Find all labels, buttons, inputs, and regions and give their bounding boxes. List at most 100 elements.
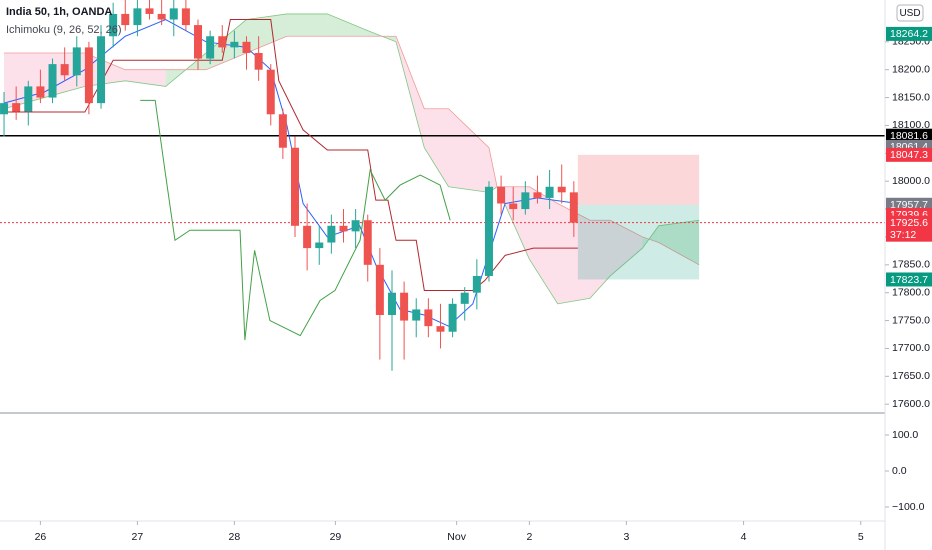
candle-body (327, 225, 336, 243)
candle-body (206, 36, 215, 59)
candle-body (218, 36, 227, 48)
indicator-line (4, 19, 578, 291)
x-tick-label: 26 (35, 531, 47, 543)
price-label: 18081.6 (890, 130, 928, 142)
candle-body (387, 292, 396, 315)
candle-body (436, 326, 445, 332)
candle-body (97, 36, 106, 104)
x-tick-label: 2 (526, 531, 532, 543)
cloud-edge (4, 35, 700, 266)
indicator-line (3, 18, 578, 327)
price-label-box (886, 26, 932, 41)
candle-body (181, 8, 190, 26)
candle-body (569, 192, 578, 223)
candle-body (48, 64, 57, 98)
candle-body (278, 114, 287, 148)
candle-body (291, 147, 299, 226)
candle-body (145, 8, 154, 14)
price-label-box (886, 272, 932, 287)
cloud-segment (590, 220, 611, 299)
currency-box[interactable] (896, 4, 924, 22)
candle-body (242, 41, 251, 53)
candle-body (472, 275, 481, 293)
candle-body (424, 309, 433, 327)
cloud-segment (610, 220, 643, 276)
cloud-segment (246, 13, 287, 53)
candle-body (133, 8, 142, 26)
price-label: 18264.2 (890, 28, 928, 40)
candle-body (412, 309, 421, 321)
candle-body (60, 64, 69, 76)
indicator-label: Ichimoku (9, 26, 52, 26) (6, 24, 122, 36)
x-tick-label: 29 (330, 531, 342, 543)
y-tick-label: 17700.0 (892, 342, 930, 354)
y-tick-label: 17750.0 (892, 314, 930, 326)
price-label-box (886, 128, 932, 143)
y-tick-label: 0.0 (892, 465, 907, 477)
y-tick-label: 18100.0 (892, 119, 930, 131)
candle-body (351, 220, 360, 232)
x-tick-label: 27 (132, 531, 144, 543)
candle-body (484, 186, 493, 276)
x-tick-label: 28 (229, 531, 241, 543)
y-tick-label: 17650.0 (892, 370, 930, 382)
candle-body (157, 13, 166, 20)
y-tick-label: −100.0 (892, 501, 925, 513)
candle-body (169, 8, 178, 20)
candle-body (12, 103, 21, 112)
cloud-segment (529, 186, 558, 304)
price-label: 17823.7 (890, 274, 928, 286)
candle-body (521, 192, 530, 210)
countdown-label: 37:12 (890, 229, 916, 241)
candle-body (84, 47, 93, 104)
price-label-box (886, 147, 932, 162)
candle-body (109, 13, 118, 37)
candle-body (509, 203, 518, 210)
cloud-segment (327, 13, 368, 37)
x-tick-label: 3 (623, 531, 629, 543)
candle-body (24, 86, 33, 112)
x-tick-label: 4 (741, 531, 747, 543)
y-tick-label: 18200.0 (892, 63, 930, 75)
y-tick-label: 17800.0 (892, 286, 930, 298)
price-axis: 17600.0 17650.0 17700.0 17750.0 17800.0 17850… (885, 26, 932, 513)
x-tick-label: Nov (447, 531, 466, 543)
candle-body (315, 242, 324, 249)
x-tick-label: 5 (858, 531, 864, 543)
candle-body (533, 192, 542, 198)
candle-body (36, 86, 45, 98)
cloud-segment (286, 13, 328, 37)
y-tick-label: 18150.0 (892, 91, 930, 103)
y-tick-label: 17850.0 (892, 259, 930, 271)
cloud-segment (557, 203, 590, 304)
candle-body (194, 25, 203, 59)
candle-body (375, 264, 384, 315)
price-label-box (886, 215, 932, 242)
y-tick-label: 17600.0 (892, 398, 930, 410)
position-stop-zone (577, 154, 700, 205)
currency[interactable]: USD (899, 8, 920, 19)
cloud-segment (448, 108, 489, 193)
candle-body (545, 186, 554, 198)
candle-body (400, 292, 409, 321)
candle-body (72, 47, 81, 76)
candle-body (0, 103, 9, 115)
price-label: 18047.3 (890, 149, 928, 161)
indicator-line (140, 99, 451, 341)
y-tick-label: 18000.0 (892, 175, 930, 187)
candle-body (303, 225, 312, 249)
cloud-edge (3, 13, 700, 305)
candle-body (448, 303, 457, 332)
candle-body (266, 69, 275, 115)
candle-body (121, 13, 130, 26)
candle-body (363, 220, 372, 265)
candle-body (557, 186, 566, 193)
cloud-segment (658, 220, 700, 265)
position-target-zone (577, 204, 700, 280)
candle-body (230, 41, 239, 48)
cloud-segment (424, 108, 449, 187)
candle-body (460, 292, 469, 304)
candle-body (254, 52, 263, 70)
